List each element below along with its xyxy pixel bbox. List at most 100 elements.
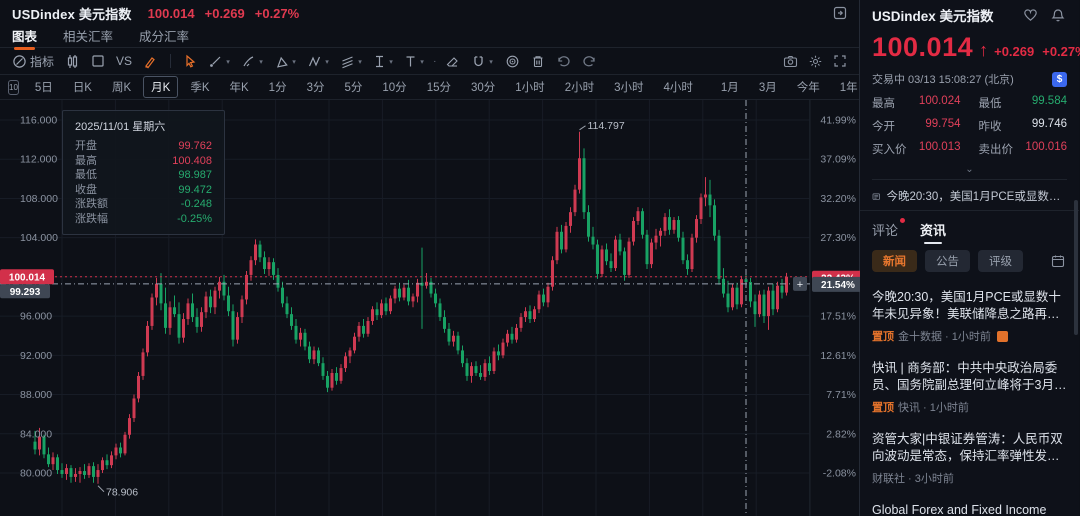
ticker-text: 今晚20:30，美国1月PCE或显数十年未见异象！美联... — [886, 191, 1067, 203]
timeframe-1月[interactable]: 1月 — [720, 82, 739, 94]
candle-body — [677, 220, 680, 238]
delete-drawings-tool[interactable] — [529, 54, 547, 69]
candle-body — [690, 237, 694, 270]
candle-body — [398, 288, 401, 298]
timeframe-4小时[interactable]: 4小时 — [663, 82, 693, 94]
chart-settings-icon[interactable] — [806, 52, 824, 70]
stat-label: 买入价 — [872, 144, 907, 156]
target-tool[interactable] — [503, 54, 522, 69]
news-title: 今晚20:30，美国1月PCE或显数十年未见异象！美联储降息之路再迎拦路虎? — [872, 290, 1061, 321]
candle-body — [236, 317, 239, 340]
timeframe-1分[interactable]: 1分 — [268, 82, 287, 94]
tooltip-label: 收盘 — [75, 183, 97, 196]
news-item[interactable]: Global Forex and Fixed Income Roundup: M… — [872, 495, 1067, 516]
chip-新闻[interactable]: 新闻 — [872, 250, 917, 272]
candle-body — [281, 287, 284, 304]
candle-body — [488, 363, 491, 372]
stat-今开: 今开 99.754 — [872, 118, 961, 134]
candle-body — [668, 217, 671, 230]
candle-body — [317, 350, 320, 364]
timeframe-3月[interactable]: 3月 — [758, 82, 777, 94]
candle-body — [483, 363, 487, 377]
candle-body — [191, 303, 194, 318]
draw-mode-button[interactable] — [141, 54, 160, 69]
undo-button[interactable] — [554, 54, 573, 69]
tooltip-row: 涨跌幅 -0.25% — [75, 212, 212, 227]
candle-body — [357, 325, 361, 337]
candle-body — [713, 205, 716, 236]
tooltip-row: 涨跌额 -0.248 — [75, 197, 212, 212]
candle-body — [551, 260, 554, 287]
candle-body — [272, 262, 275, 275]
news-ticker[interactable]: 今晚20:30，美国1月PCE或显数十年未见异象！美联... — [860, 182, 1079, 211]
chip-评级[interactable]: 评级 — [978, 250, 1023, 272]
news-item[interactable]: 今晚20:30，美国1月PCE或显数十年未见异象！美联储降息之路再迎拦路虎? 置顶… — [872, 282, 1067, 353]
countdown-icon[interactable]: 10 — [8, 79, 19, 95]
news-item[interactable]: 资管大家|中银证券管涛：人民币双向波动是常态，保持汇率弹性发挥其"减震器"作用财… — [872, 424, 1067, 495]
timeframe-3分[interactable]: 3分 — [306, 82, 325, 94]
timeframe-月K[interactable]: 月K — [143, 76, 179, 98]
news-meta: 财联社 · 3小时前 — [872, 470, 1067, 486]
news-source-time: 财联社 · 3小时前 — [872, 473, 954, 485]
cursor-tool[interactable] — [181, 54, 199, 68]
y-axis-label: 96.000 — [20, 311, 52, 323]
candle-style-button[interactable] — [63, 54, 82, 69]
alert-bell-icon[interactable] — [1049, 6, 1067, 24]
candle-body — [416, 282, 419, 297]
candle-body — [38, 436, 41, 450]
candle-body — [177, 314, 181, 338]
channel-tool[interactable]: ▾ — [338, 54, 364, 69]
redo-button[interactable] — [580, 54, 599, 69]
shape-tool[interactable]: ▾ — [272, 54, 298, 69]
favorite-heart-icon[interactable] — [1021, 6, 1039, 24]
fullscreen-icon[interactable] — [831, 52, 849, 70]
timeframe-30分[interactable]: 30分 — [470, 82, 496, 94]
candlestick-chart[interactable]: 116.000 112.000 108.000 104.000 96.000 92.000… — [0, 100, 860, 516]
compare-button[interactable]: VS — [116, 54, 133, 68]
news-item[interactable]: 快讯 | 商务部：中共中央政治局委员、国务院副总理何立峰将于3月14日—17日率… — [872, 353, 1067, 424]
timeframe-日K[interactable]: 日K — [72, 82, 92, 94]
timeframe-15分[interactable]: 15分 — [426, 82, 451, 94]
iline-tool[interactable]: ▾ — [371, 54, 395, 69]
tooltip-date: 2025/11/01 星期六 — [75, 121, 166, 133]
popout-window-icon[interactable] — [831, 4, 849, 22]
magnet-tool[interactable]: ▾ — [469, 54, 495, 69]
layout-button[interactable] — [89, 54, 107, 68]
tab-成分汇率[interactable]: 成分汇率 — [139, 30, 190, 44]
timeframe-1小时[interactable]: 1小时 — [515, 82, 545, 94]
candle-body — [150, 297, 154, 326]
timeframe-季K[interactable]: 季K — [190, 82, 210, 94]
timeframe-3小时[interactable]: 3小时 — [614, 82, 644, 94]
timeframe-10分[interactable]: 10分 — [382, 82, 407, 94]
feed-tab-评论[interactable]: 评论 — [872, 218, 906, 246]
text-tool[interactable]: ▾ — [402, 54, 426, 69]
timeframe-周K[interactable]: 周K — [111, 82, 132, 94]
collapse-stats-chevron-icon[interactable]: ⌄ — [965, 163, 974, 175]
tab-相关汇率[interactable]: 相关汇率 — [63, 30, 114, 44]
timeframe-5分[interactable]: 5分 — [344, 82, 363, 94]
toolbar-dot-separator: · — [433, 55, 437, 67]
trendline-tool[interactable]: ▾ — [206, 54, 232, 69]
chip-公告[interactable]: 公告 — [925, 250, 970, 272]
eraser-tool[interactable] — [443, 54, 462, 69]
timeframe-今年[interactable]: 今年 — [796, 82, 820, 94]
y-axis-label: 88.000 — [20, 389, 52, 401]
candle-body — [587, 212, 590, 237]
candle-body — [78, 471, 82, 474]
panel-scrollbar[interactable] — [1074, 200, 1078, 335]
candle-body — [434, 293, 437, 304]
brush-tool[interactable]: ▾ — [239, 54, 265, 69]
wave-tool[interactable]: ▾ — [305, 54, 331, 69]
indicator-button[interactable]: 指标 — [10, 53, 56, 70]
candle-body — [200, 312, 203, 327]
tab-图表[interactable]: 图表 — [12, 26, 37, 50]
timeframe-2小时[interactable]: 2小时 — [564, 82, 595, 94]
candle-body — [47, 454, 50, 465]
timeframe-5日[interactable]: 5日 — [34, 82, 53, 94]
timeframe-年K[interactable]: 年K — [229, 82, 249, 94]
news-calendar-icon[interactable] — [1049, 252, 1067, 270]
timeframe-1年[interactable]: 1年 — [839, 82, 858, 94]
candle-body — [105, 460, 109, 466]
feed-tab-资讯[interactable]: 资讯 — [920, 220, 946, 246]
screenshot-icon[interactable] — [781, 52, 799, 70]
